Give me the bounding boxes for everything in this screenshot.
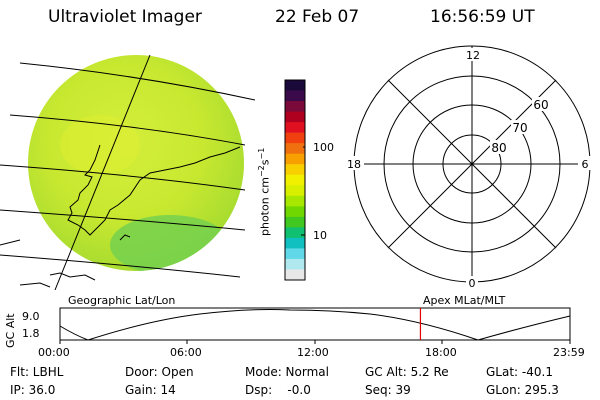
colorbar-step <box>285 174 305 186</box>
colorbar-step <box>285 90 305 102</box>
colorbar-tick-100: 100 <box>313 141 334 154</box>
dsp-info: Dsp: -0.0 <box>245 383 311 397</box>
colorbar-step <box>285 122 305 134</box>
gc-alt-axis-label: GC Alt <box>4 313 17 348</box>
apex-mlat-mlt-label: Apex MLat/MLT <box>423 294 506 307</box>
glon-info: GLon: 295.3 <box>486 383 559 397</box>
time-label: 16:56:59 UT <box>430 7 535 27</box>
colorbar-ticks <box>301 146 305 236</box>
instrument-title: Ultraviolet Imager <box>48 7 202 27</box>
colorbar-step <box>285 195 305 207</box>
colorbar-step <box>285 164 305 176</box>
door-info: Door: Open <box>125 365 194 379</box>
colorbar-step <box>285 227 305 239</box>
gc-alt-info: GC Alt: 5.2 Re <box>365 365 449 379</box>
mlat-80-label: 80 <box>491 141 506 155</box>
x-tick-1800: 18:00 <box>425 346 457 359</box>
lat-lon-grid <box>0 54 256 290</box>
date-label: 22 Feb 07 <box>275 7 360 27</box>
colorbar-step <box>285 206 305 218</box>
plot-frame <box>59 307 571 341</box>
x-tick-1200: 12:00 <box>297 346 329 359</box>
colorbar-step <box>285 143 305 155</box>
y-tick-9: 9.0 <box>22 310 40 323</box>
mlt-6-label: 6 <box>582 158 589 171</box>
geographic-lat-lon-label: Geographic Lat/Lon <box>68 294 176 307</box>
ip-info: IP: 36.0 <box>10 383 56 397</box>
gain-info: Gain: 14 <box>125 383 176 397</box>
apex-polar-plot: 12 18 6 0 60 70 80 <box>342 45 592 290</box>
colorbar-step <box>285 153 305 165</box>
geographic-image <box>0 54 256 290</box>
colorbar-step <box>285 258 305 270</box>
x-ticks <box>59 340 571 344</box>
colorbar <box>284 79 306 281</box>
mlt-12-label: 12 <box>466 49 480 62</box>
colorbar-step <box>285 216 305 228</box>
colorbar-unit-label: photon cm−2s−1 <box>257 147 272 236</box>
y-tick-1-8: 1.8 <box>22 327 40 340</box>
altitude-curve <box>59 309 571 341</box>
mlat-70-label: 70 <box>512 121 527 135</box>
seq-info: Seq: 39 <box>365 383 411 397</box>
x-tick-2359: 23:59 <box>553 346 585 359</box>
x-tick-0600: 06:00 <box>170 346 202 359</box>
filter-info: Flt: LBHL <box>10 365 64 379</box>
colorbar-tick-10: 10 <box>313 229 327 242</box>
orbit-altitude-plot <box>59 307 571 344</box>
colorbar-step <box>285 269 305 281</box>
mlat-60-label: 60 <box>533 98 548 112</box>
colorbar-step <box>285 80 305 92</box>
mode-info: Mode: Normal <box>245 365 329 379</box>
colorbar-step <box>285 101 305 113</box>
coastline <box>19 144 241 288</box>
glat-info: GLat: -40.1 <box>486 365 553 379</box>
x-tick-0000: 00:00 <box>38 346 70 359</box>
colorbar-step <box>285 185 305 197</box>
colorbar-step <box>285 111 305 123</box>
colorbar-step <box>285 132 305 144</box>
colorbar-step <box>285 248 305 260</box>
mlt-0-label: 0 <box>469 277 476 290</box>
mlt-18-label: 18 <box>347 158 361 171</box>
colorbar-step <box>285 237 305 249</box>
